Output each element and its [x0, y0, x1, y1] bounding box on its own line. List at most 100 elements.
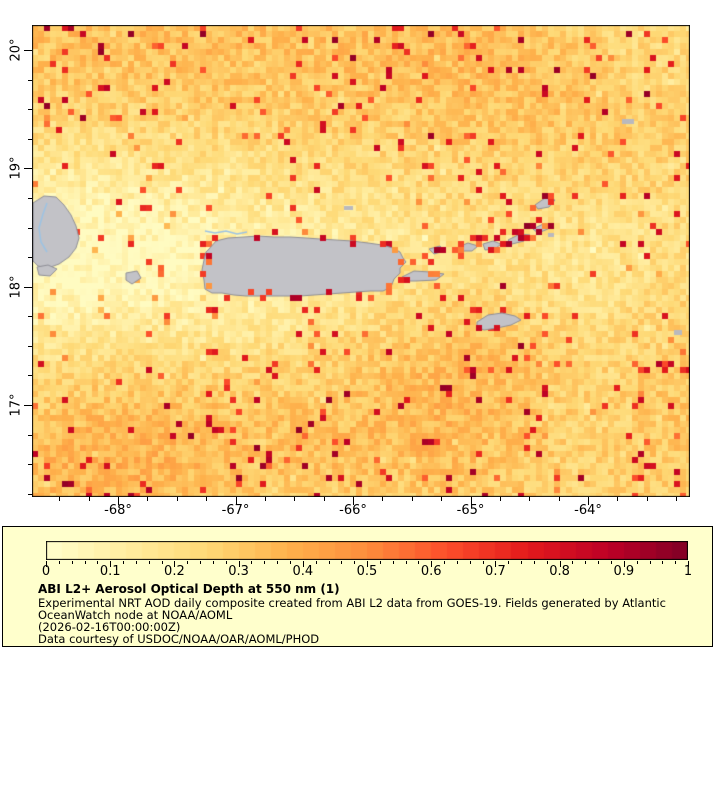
colorbar-minor-tick	[200, 561, 202, 564]
colorbar-tick-label: 0.4	[292, 564, 314, 579]
x-tick-label: -68°	[104, 503, 132, 518]
y-major-tick	[24, 168, 32, 170]
colorbar-major-tick	[559, 561, 561, 567]
colorbar-minor-tick	[123, 561, 124, 564]
colorbar-minor-tick	[508, 561, 510, 564]
colorbar-minor-tick	[649, 561, 651, 564]
x-minor-tick	[88, 497, 90, 501]
colorbar-minor-tick	[328, 561, 330, 564]
legend-caption-line: OceanWatch node at NOAA/AOML	[38, 608, 233, 622]
colorbar-major-tick	[623, 561, 625, 567]
x-major-tick	[470, 497, 472, 505]
y-minor-tick	[28, 197, 32, 199]
colorbar-major-tick	[174, 561, 176, 567]
colorbar-major-tick	[495, 561, 497, 567]
aod-field-canvas	[32, 25, 690, 497]
colorbar-minor-tick	[97, 561, 99, 564]
colorbar-minor-tick	[225, 561, 227, 564]
colorbar-minor-tick	[341, 561, 343, 564]
colorbar-tick-label: 0.1	[99, 564, 121, 579]
colorbar-tick-label: 0.6	[420, 564, 442, 579]
colorbar-minor-tick	[161, 561, 163, 564]
legend-timestamp: (2026-02-16T00:00:00Z)	[38, 620, 181, 634]
y-minor-tick	[28, 257, 32, 258]
colorbar-tick-label: 0.8	[549, 564, 570, 579]
legend-box: 0 0.1 0.2 0.3 0.4 0.5 0.6 0.7 0.8 0.9 1 ABI L2+ Ae…	[2, 526, 713, 647]
colorbar-tick-label: 0.2	[164, 564, 185, 579]
y-tick-label: 20°	[8, 38, 24, 62]
colorbar-minor-tick	[521, 561, 523, 564]
colorbar-minor-tick	[84, 561, 86, 564]
colorbar-minor-tick	[379, 561, 381, 564]
colorbar-tick-label: 0.9	[613, 564, 635, 579]
x-major-tick	[588, 497, 589, 505]
y-minor-tick	[28, 464, 32, 466]
y-minor-tick	[28, 138, 32, 140]
colorbar-minor-tick	[212, 561, 214, 564]
colorbar-minor-tick	[354, 561, 356, 564]
colorbar-tick-label: 1	[683, 564, 693, 579]
x-minor-tick	[294, 497, 296, 501]
colorbar-minor-tick	[264, 561, 266, 564]
colorbar-minor-tick	[135, 561, 137, 564]
x-minor-tick	[499, 497, 501, 501]
colorbar-major-tick	[238, 561, 240, 567]
x-minor-tick	[206, 497, 208, 501]
x-minor-tick	[617, 497, 619, 501]
y-minor-tick	[28, 493, 32, 495]
x-minor-tick	[264, 497, 266, 501]
y-minor-tick	[28, 79, 32, 81]
colorbar-minor-tick	[405, 561, 407, 564]
x-minor-tick	[382, 497, 384, 501]
colorbar-major-tick	[110, 561, 112, 567]
colorbar-tick-label: 0.3	[228, 564, 249, 579]
colorbar-minor-tick	[482, 561, 484, 564]
colorbar-tick-label: 0.7	[485, 564, 506, 579]
y-tick-label: 17°	[8, 393, 24, 417]
x-minor-tick	[676, 497, 678, 501]
x-tick-label: -67°	[221, 503, 250, 518]
y-major-tick	[24, 404, 32, 406]
x-minor-tick	[441, 497, 443, 501]
y-minor-tick	[28, 109, 32, 111]
x-minor-tick	[147, 497, 149, 501]
legend-caption-line: Experimental NRT AOD daily composite cre…	[38, 596, 666, 610]
x-major-tick	[118, 497, 119, 505]
colorbar-tick-label: 0.5	[356, 564, 378, 579]
x-minor-tick	[411, 497, 413, 501]
colorbar-minor-tick	[469, 561, 471, 564]
colorbar-tick-label: 0	[41, 564, 51, 579]
colorbar-minor-tick	[611, 561, 612, 564]
legend-title: ABI L2+ Aerosol Optical Depth at 550 nm …	[38, 582, 340, 596]
x-minor-tick	[529, 497, 531, 501]
colorbar-major-tick	[688, 561, 689, 567]
colorbar-minor-tick	[598, 561, 600, 564]
colorbar-major-tick	[367, 561, 368, 567]
colorbar-minor-tick	[251, 561, 253, 564]
colorbar-minor-tick	[636, 561, 638, 564]
x-minor-tick	[176, 497, 178, 501]
x-tick-label: -64°	[574, 503, 602, 518]
colorbar-minor-tick	[418, 561, 420, 564]
colorbar-minor-tick	[572, 561, 574, 564]
y-minor-tick	[28, 345, 32, 347]
colorbar-minor-tick	[444, 561, 445, 564]
y-minor-tick	[28, 227, 32, 229]
colorbar-major-tick	[431, 561, 433, 567]
colorbar-minor-tick	[277, 561, 279, 564]
x-minor-tick	[323, 497, 325, 501]
y-minor-tick	[28, 434, 32, 436]
y-major-tick	[24, 286, 32, 288]
x-minor-tick	[646, 497, 648, 501]
y-minor-tick	[28, 316, 32, 318]
colorbar-minor-tick	[456, 561, 458, 564]
colorbar-major-tick	[302, 561, 304, 567]
colorbar-minor-tick	[662, 561, 664, 564]
colorbar-minor-tick	[392, 561, 394, 564]
colorbar-minor-tick	[533, 561, 535, 564]
x-major-tick	[235, 497, 237, 505]
colorbar-minor-tick	[675, 561, 677, 564]
colorbar-minor-tick	[58, 561, 60, 564]
x-minor-tick	[59, 497, 61, 501]
x-minor-tick	[558, 497, 560, 501]
